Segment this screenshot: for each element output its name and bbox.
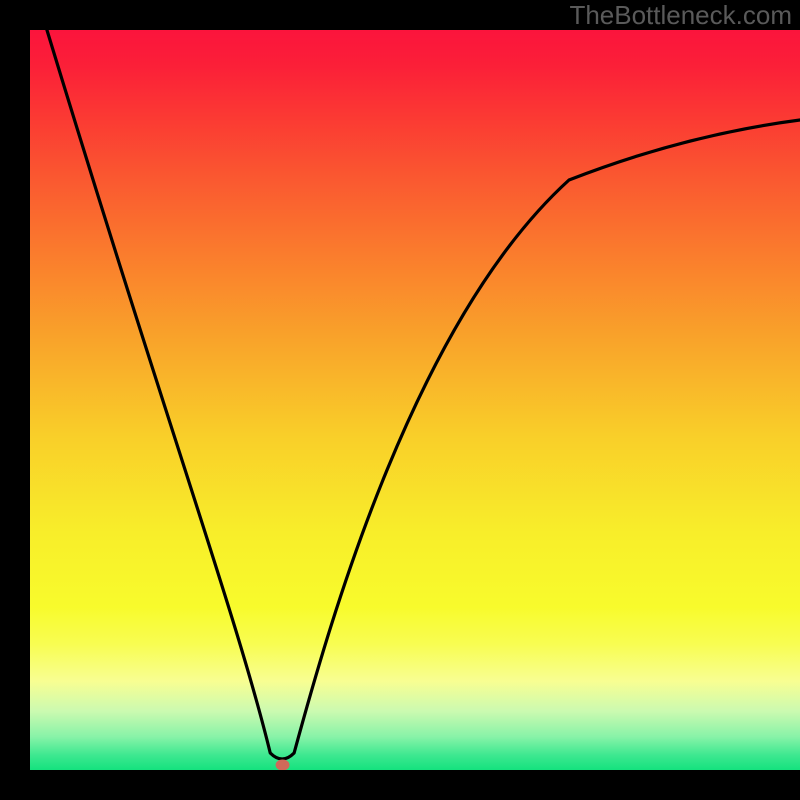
- optimum-marker: [276, 760, 290, 771]
- watermark-text: TheBottleneck.com: [569, 0, 792, 31]
- chart-svg: [0, 0, 800, 800]
- chart-container: TheBottleneck.com: [0, 0, 800, 800]
